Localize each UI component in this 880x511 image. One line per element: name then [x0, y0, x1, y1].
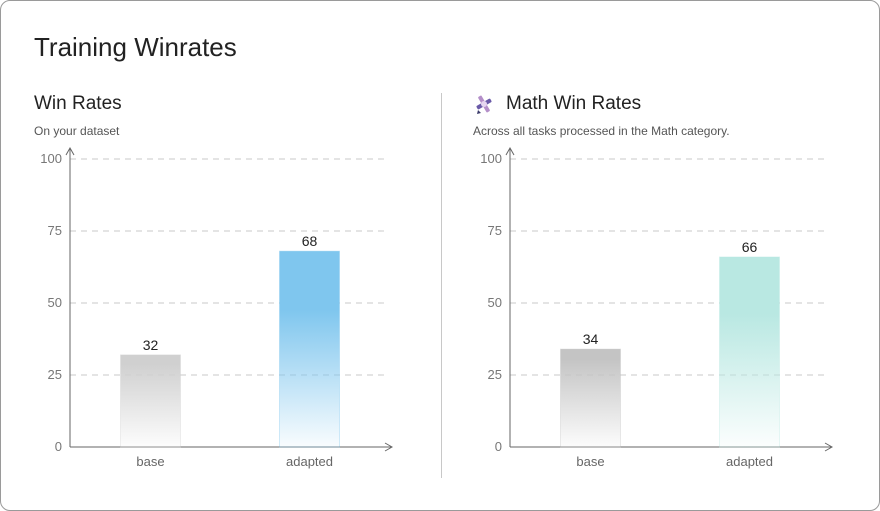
chart-2-subtitle: Across all tasks processed in the Math c…: [473, 124, 730, 138]
chart-1-subtitle: On your dataset: [34, 124, 120, 138]
x-tick-label: base: [136, 454, 164, 469]
y-tick-label: 100: [40, 151, 62, 166]
x-tick-label: adapted: [726, 454, 773, 469]
y-tick-label: 0: [55, 439, 62, 454]
math-icon: [476, 95, 492, 114]
y-axis-arrow: [65, 146, 75, 156]
data-label: 34: [583, 331, 599, 347]
y-tick-label: 100: [480, 151, 502, 166]
y-axis-arrow: [505, 146, 515, 156]
panel-divider: [441, 93, 442, 478]
x-axis-arrow: [824, 442, 834, 452]
y-tick-label: 25: [48, 367, 62, 382]
y-tick-label: 50: [48, 295, 62, 310]
page-title: Training Winrates: [34, 32, 237, 62]
y-tick-label: 25: [488, 367, 502, 382]
math-win-rates-chart: 0 25 50 75 100 34 base 66 adapted: [480, 146, 834, 469]
data-label: 68: [302, 233, 318, 249]
win-rates-chart: 0 25 50 75 100 32 base 68 adapted: [40, 146, 394, 469]
bar-adapted: [719, 256, 780, 448]
x-tick-label: base: [576, 454, 604, 469]
chart-2-title: Math Win Rates: [506, 93, 642, 114]
bar-adapted: [279, 250, 340, 448]
x-tick-label: adapted: [286, 454, 333, 469]
data-label: 66: [742, 239, 758, 255]
data-label: 32: [143, 337, 159, 353]
bar-base: [120, 354, 181, 448]
y-tick-label: 75: [48, 223, 62, 238]
y-tick-label: 0: [495, 439, 502, 454]
y-tick-label: 50: [488, 295, 502, 310]
bar-base: [560, 348, 621, 448]
chart-1-title: Win Rates: [34, 93, 122, 114]
x-axis-arrow: [384, 442, 394, 452]
y-tick-label: 75: [488, 223, 502, 238]
